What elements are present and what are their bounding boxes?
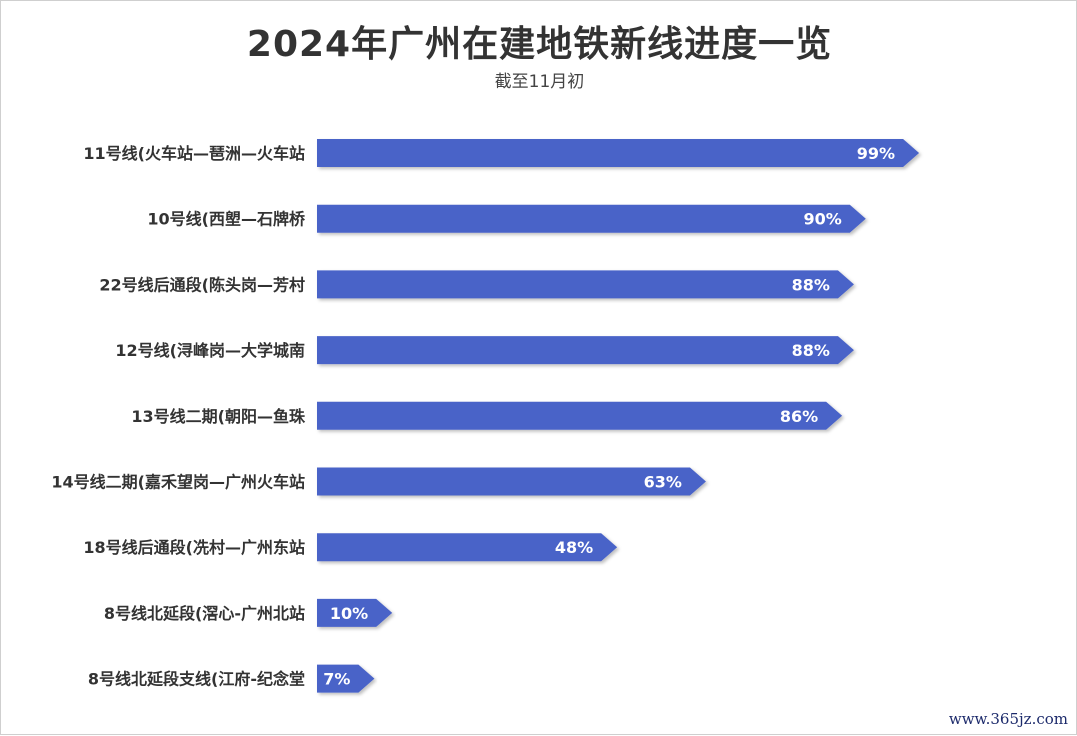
value-label-6: 63%: [644, 473, 682, 492]
value-label-9: 7%: [323, 670, 350, 689]
value-label-4: 88%: [792, 341, 830, 360]
category-label-9: 8号线北延段支线(江府-纪念堂: [88, 670, 305, 689]
bar-9: [317, 664, 375, 693]
value-label-3: 88%: [792, 275, 830, 294]
chart-title: 2024年广州在建地铁新线进度一览: [246, 24, 833, 65]
category-label-5: 13号线二期(朝阳—鱼珠: [131, 407, 306, 426]
bar-8: [317, 598, 393, 627]
watermark: www.365jz.com: [948, 710, 1068, 728]
bar-1: [317, 139, 920, 167]
chart-subtitle: 截至11月初: [494, 72, 585, 92]
category-label-7: 18号线后通段(冼村—广州东站: [83, 538, 305, 557]
bar-4: [317, 336, 854, 365]
category-label-1: 11号线(火车站—琶洲—火车站: [83, 144, 305, 163]
bar-7: [317, 533, 618, 562]
bar-3: [317, 270, 854, 299]
value-label-7: 48%: [555, 538, 593, 557]
category-label-3: 22号线后通段(陈头岗—芳村: [99, 275, 305, 294]
category-label-2: 10号线(西塱—石牌桥: [147, 210, 306, 229]
category-label-6: 14号线二期(嘉禾望岗—广州火车站: [51, 473, 305, 492]
bar-2: [317, 204, 866, 233]
bar-5: [317, 401, 843, 430]
value-label-5: 86%: [780, 407, 818, 426]
value-label-1: 99%: [857, 144, 895, 163]
bar-6: [317, 467, 706, 496]
category-label-4: 12号线(浔峰岗—大学城南: [115, 341, 305, 360]
category-label-8: 8号线北延段(滘心-广州北站: [104, 604, 305, 623]
value-label-2: 90%: [804, 210, 842, 229]
value-label-8: 10%: [330, 604, 368, 623]
